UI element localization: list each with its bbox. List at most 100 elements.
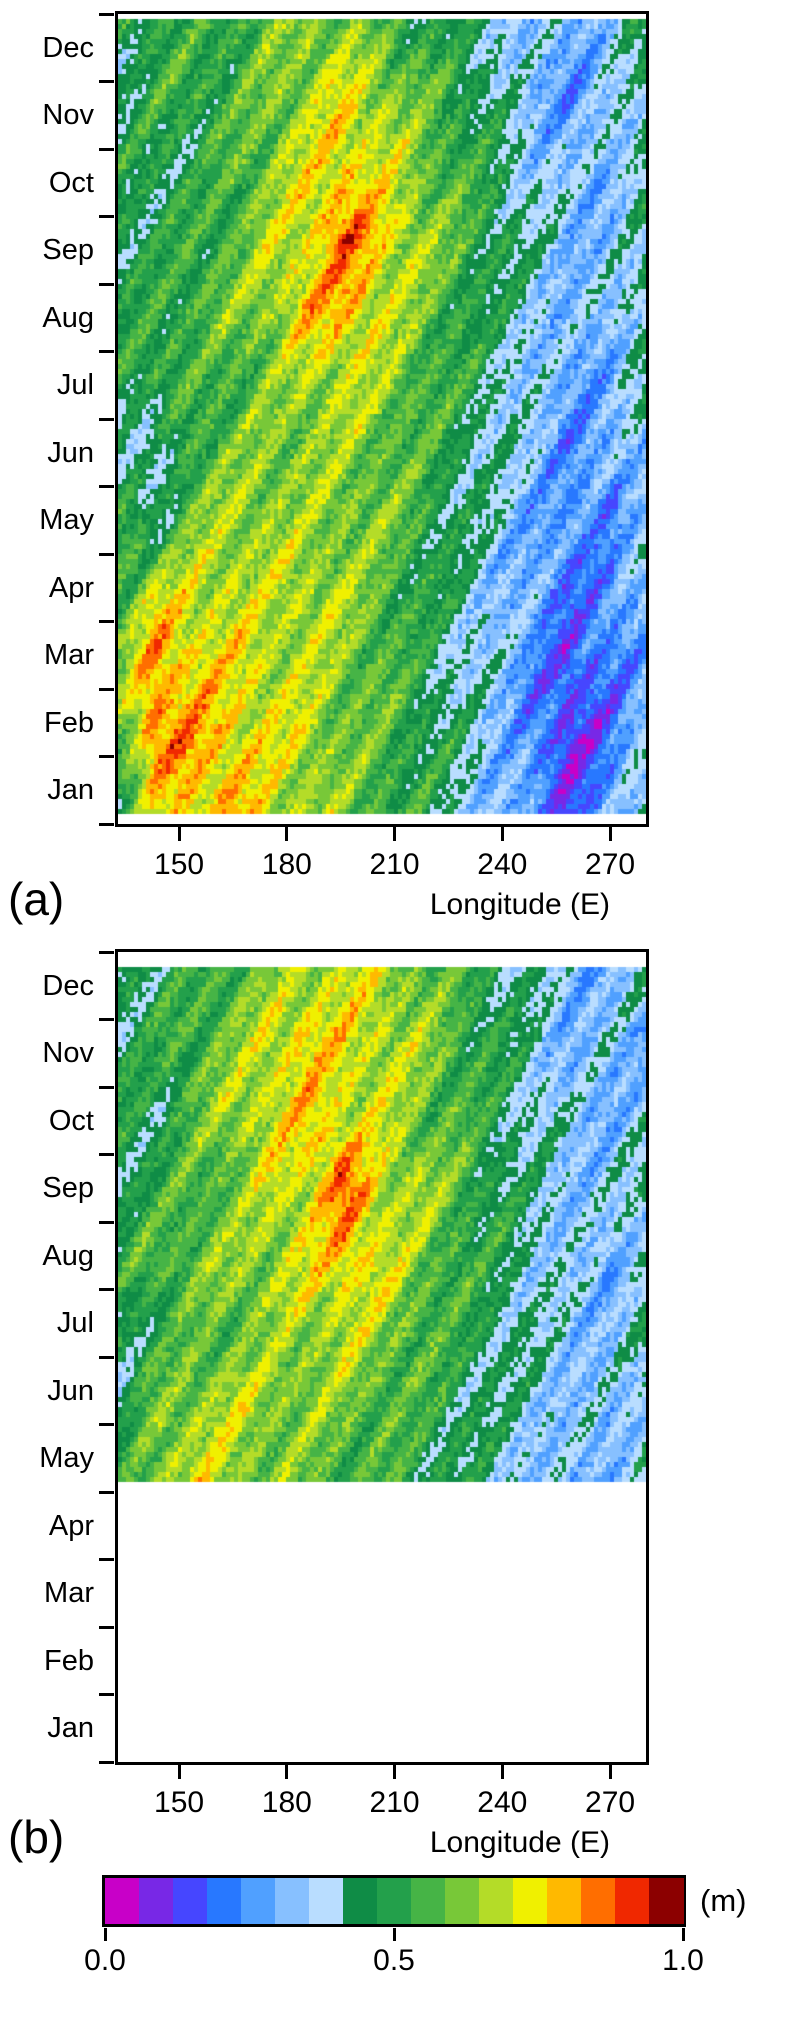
colorbar-segment-10 [445,1878,480,1924]
y-axis-tick [99,1220,114,1224]
x-tick-label-180: 180 [261,848,312,881]
x-axis-tick [393,1765,397,1779]
colorbar-segment-6 [309,1878,344,1924]
x-axis-tick [285,827,289,841]
colorbar: (m) 0.0 0.5 1.0 [0,1875,804,2008]
x-tick-label-180: 180 [261,1786,312,1819]
x-axis-title-b: Longitude (E) [429,1826,610,1859]
month-label-nov: Nov [42,1037,94,1070]
x-axis-tick [285,1765,289,1779]
month-label-mar: Mar [44,1577,94,1610]
colorbar-segment-7 [343,1878,378,1924]
panel-label-a: (a) [8,873,65,925]
x-axis-tick [393,827,397,841]
y-axis-tick [99,1760,114,1764]
month-label-dec: Dec [42,969,94,1002]
colorbar-segment-2 [173,1878,208,1924]
colorbar-segment-13 [547,1878,582,1924]
colorbar-segment-9 [411,1878,446,1924]
month-label-oct: Oct [48,166,94,199]
y-axis-tick [99,1423,114,1426]
y-axis-tick [99,552,114,556]
month-label-may: May [39,504,94,537]
colorbar-tick-label-0.0: 0.0 [84,1944,126,1977]
x-axis-tick [500,827,504,841]
x-axis-title-a: Longitude (E) [429,888,610,921]
x-tick-label-240: 240 [477,1786,528,1819]
month-label-feb: Feb [44,706,94,739]
y-axis-tick [99,417,114,421]
month-label-aug: Aug [42,301,94,334]
x-axis-tick [500,1765,504,1779]
x-tick-label-270: 270 [585,1786,636,1819]
y-axis-tick [99,485,114,488]
colorbar-segment-1 [139,1878,174,1924]
y-axis-tick [99,1018,114,1021]
month-label-apr: Apr [48,1509,94,1542]
month-label-oct: Oct [48,1104,94,1137]
x-axis-tick [177,1765,181,1779]
y-axis-tick [99,950,114,954]
y-axis-tick [99,1153,114,1156]
x-tick-label-210: 210 [369,1786,420,1819]
month-label-jun: Jun [47,436,94,469]
month-label-jul: Jul [56,1307,94,1340]
y-axis-tick [99,1625,114,1629]
panel-b: Longitude (E) (b) Jan Feb Mar Apr May Jun Jul A… [0,949,804,1897]
colorbar-tick [681,1928,685,1941]
x-tick-label-240: 240 [477,848,528,881]
colorbar-segment-5 [275,1878,310,1924]
month-label-sep: Sep [42,1172,94,1205]
month-label-aug: Aug [42,1239,94,1272]
x-axis-tick [608,1765,612,1779]
x-axis-tick [608,827,612,841]
y-axis-tick [99,282,114,286]
x-axis-tick [177,827,181,841]
colorbar-tick-label-1.0: 1.0 [662,1944,704,1977]
y-axis-tick [99,350,114,353]
y-axis-tick [99,822,114,826]
colorbar-segment-4 [241,1878,276,1924]
colorbar-segment-14 [581,1878,616,1924]
y-axis-tick [99,1085,114,1089]
y-axis-tick [99,147,114,151]
x-tick-label-270: 270 [585,848,636,881]
y-axis-tick [99,620,114,623]
colorbar-segment-16 [649,1878,684,1924]
month-label-feb: Feb [44,1644,94,1677]
colorbar-segment-3 [207,1878,242,1924]
colorbar-segment-12 [513,1878,548,1924]
y-axis-tick [99,80,114,83]
x-tick-label-150: 150 [154,1786,205,1819]
y-axis-tick [99,215,114,218]
month-label-mar: Mar [44,639,94,672]
y-axis-tick [99,1693,114,1696]
month-label-nov: Nov [42,99,94,132]
colorbar-segment-15 [615,1878,650,1924]
heatmap-canvas-b [118,952,646,1762]
y-axis-tick [99,1355,114,1359]
month-label-dec: Dec [42,31,94,64]
month-label-jun: Jun [47,1374,94,1407]
colorbar-unit-label: (m) [700,1883,747,1918]
month-label-jan: Jan [47,774,94,807]
colorbar-segment-11 [479,1878,514,1924]
panel-label-b: (b) [8,1811,65,1863]
y-axis-tick [99,1288,114,1291]
x-tick-label-210: 210 [369,848,420,881]
colorbar-segment-8 [377,1878,412,1924]
y-axis-tick [99,12,114,16]
month-label-jul: Jul [56,369,94,402]
colorbar-tick [392,1928,396,1941]
colorbar-tick [103,1928,107,1941]
x-tick-label-150: 150 [154,848,205,881]
month-label-apr: Apr [48,571,94,604]
y-axis-tick [99,1558,114,1561]
colorbar-segment-0 [105,1878,140,1924]
y-axis-tick [99,755,114,758]
heatmap-canvas-a [118,14,646,824]
y-axis-tick [99,1490,114,1494]
y-axis-tick [99,687,114,691]
panel-a: Longitude (E) (a) Jan Feb Mar Apr May Jun Jul A… [0,11,804,959]
